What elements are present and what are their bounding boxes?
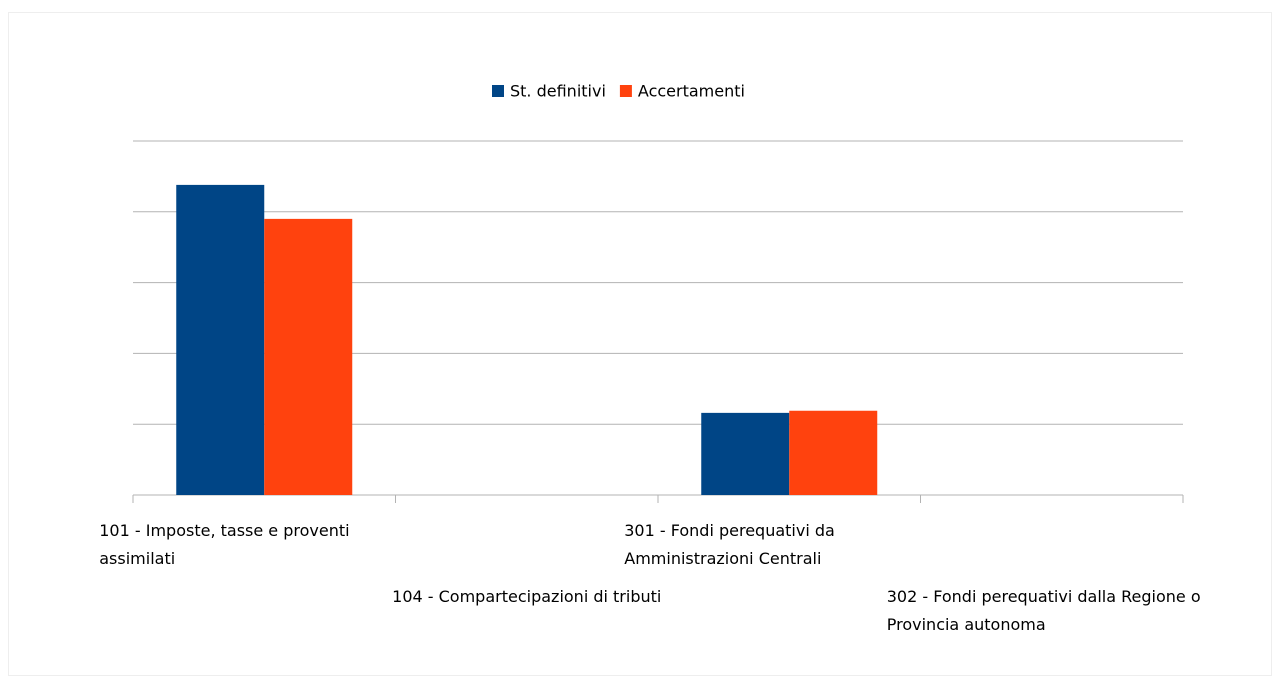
bar bbox=[264, 218, 353, 495]
x-tick-label: 104 - Compartecipazioni di tributi bbox=[392, 587, 662, 606]
x-tick-label: 302 - Fondi perequativi dalla Regione o … bbox=[886, 587, 1201, 634]
bar bbox=[701, 412, 790, 495]
legend-swatch bbox=[619, 85, 632, 97]
legend-swatch bbox=[492, 85, 504, 97]
legend-label: Accertamenti bbox=[638, 82, 745, 101]
chart-frame bbox=[8, 12, 1272, 676]
bar bbox=[789, 410, 878, 495]
legend-label: St. definitivi bbox=[510, 82, 606, 101]
bar bbox=[176, 184, 265, 495]
x-tick-label: 301 - Fondi perequativi da Amministrazio… bbox=[624, 521, 835, 568]
x-tick-label: 101 - Imposte, tasse e proventi assimila… bbox=[99, 521, 350, 568]
